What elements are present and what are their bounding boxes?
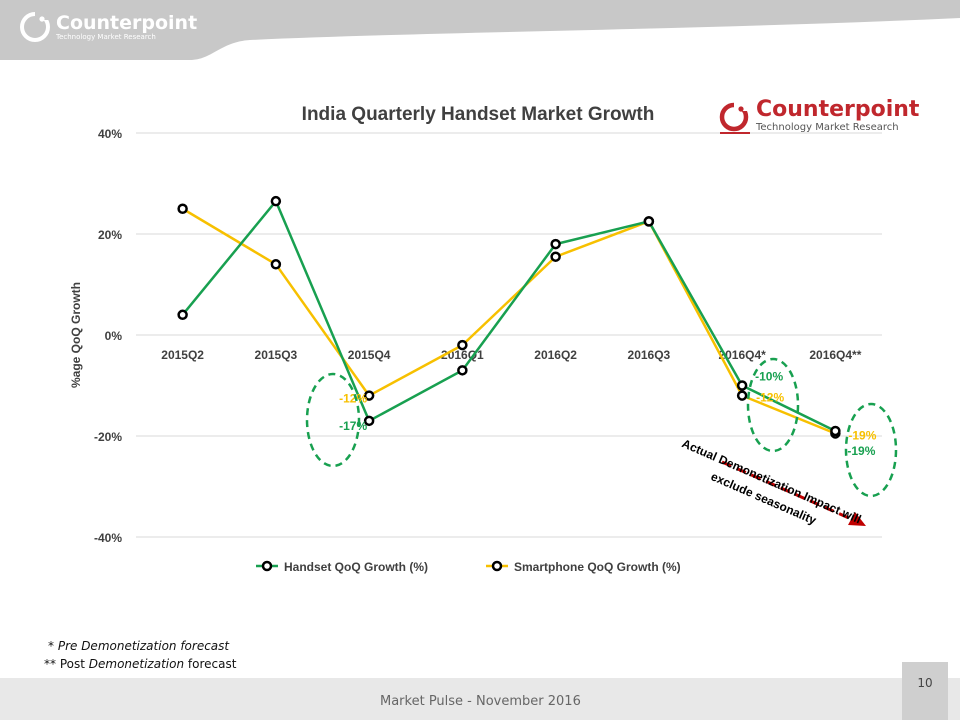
chart-logo-name: Counterpoint xyxy=(756,96,920,122)
x-tick-label: 2016Q2 xyxy=(534,348,577,362)
x-tick-label: 2015Q2 xyxy=(161,348,204,362)
x-tick-label: 2016Q4* xyxy=(718,348,766,362)
data-point-handset xyxy=(550,238,561,250)
data-point-handset xyxy=(830,425,841,437)
highlight-ellipse xyxy=(746,357,800,453)
annotation-line-1: Actual Demonetization Impact will xyxy=(680,436,864,526)
chart-title: India Quarterly Handset Market Growth xyxy=(302,104,655,125)
data-label: -17% xyxy=(339,419,367,433)
chart-logo-tagline: Technology Market Research xyxy=(756,121,899,133)
footnote-pre-marker: * xyxy=(48,639,58,653)
data-point-handset xyxy=(736,380,748,391)
footnote-post-marker: ** Post xyxy=(44,657,89,671)
brand-tagline: Technology Market Research xyxy=(56,32,156,41)
data-label: -12% xyxy=(339,392,367,406)
counterpoint-logo-icon xyxy=(20,12,50,42)
footer-band xyxy=(0,678,960,720)
y-tick-label: -40% xyxy=(94,531,122,545)
header-brand: Counterpoint Technology Market Research xyxy=(18,10,197,44)
x-tick-label: 2016Q4** xyxy=(809,348,861,362)
data-label: -19% xyxy=(847,444,875,458)
data-point-smartphone xyxy=(270,259,282,270)
data-point-handset xyxy=(270,195,282,207)
series-line-smartphone xyxy=(181,207,836,435)
data-point-handset xyxy=(643,216,655,227)
footnote-post: ** Post Demonetization forecast xyxy=(44,657,236,671)
data-label: -19% xyxy=(848,428,876,442)
highlight-ellipse xyxy=(305,372,361,468)
legend-label: Handset QoQ Growth (%) xyxy=(284,560,428,574)
data-point-smartphone xyxy=(736,390,748,401)
legend-swatch-marker xyxy=(491,560,503,572)
data-point-smartphone xyxy=(363,390,375,401)
data-point-smartphone xyxy=(177,203,188,214)
brand-name: Counterpoint xyxy=(56,11,198,34)
chart-logo: Counterpoint Technology Market Research xyxy=(718,96,919,136)
footnote-post-italic: Demonetization xyxy=(88,657,185,671)
dashed-arrow-head xyxy=(848,512,866,526)
footnote-pre: * Pre Demonetization forecast xyxy=(48,639,229,653)
series-line-handset xyxy=(181,199,836,433)
footer-text: Market Pulse - November 2016 xyxy=(380,694,581,709)
y-axis-label: %age QoQ Growth xyxy=(69,282,83,388)
data-point-handset xyxy=(363,415,375,427)
y-tick-label: 20% xyxy=(98,228,122,242)
data-point-handset xyxy=(457,365,468,376)
header-band xyxy=(0,0,960,60)
counterpoint-logo-icon xyxy=(719,102,750,134)
y-tick-label: 40% xyxy=(98,127,122,141)
page-number-box: 10 xyxy=(902,662,948,720)
highlight-ellipse xyxy=(844,402,898,498)
data-label: -10% xyxy=(755,370,783,384)
y-tick-label: 0% xyxy=(105,329,123,343)
x-tick-label: 2015Q4 xyxy=(348,348,391,362)
data-point-smartphone xyxy=(457,339,468,351)
page-number: 10 xyxy=(917,676,933,690)
x-tick-label: 2015Q3 xyxy=(255,348,298,362)
dashed-arrow-line xyxy=(721,460,859,524)
data-point-handset xyxy=(177,309,188,321)
y-tick-label: -20% xyxy=(94,430,122,444)
data-point-smartphone xyxy=(550,251,561,262)
x-tick-label: 2016Q3 xyxy=(628,348,671,362)
legend-label: Smartphone QoQ Growth (%) xyxy=(514,560,681,574)
data-label: -12% xyxy=(756,391,784,405)
footnote-pre-text: Pre Demonetization forecast xyxy=(57,639,230,653)
legend-swatch-marker xyxy=(261,560,273,572)
footnote-post-text: forecast xyxy=(184,657,237,671)
